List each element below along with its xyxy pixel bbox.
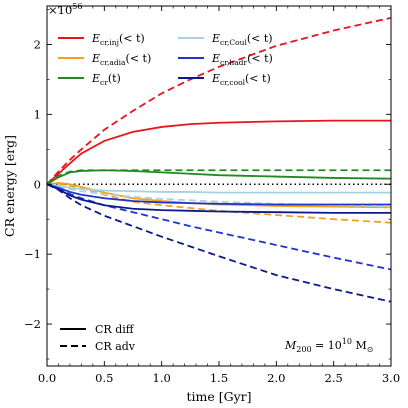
legend-entry-label: Ecr,Coul(< t)	[211, 32, 273, 47]
series-line-coul_adv	[46, 183, 392, 208]
style-legend-label: CR adv	[95, 340, 136, 353]
legend-entry-label: Ecr,adia(< t)	[91, 52, 151, 67]
style-legend: CR diff CR adv	[60, 323, 136, 353]
mass-annotation: M200 = 1010 M⊙	[284, 337, 373, 354]
series-line-coul_diff	[46, 183, 391, 194]
y-tick-label: 1	[34, 107, 41, 121]
y-offset-base: ×10	[48, 3, 72, 17]
series-line-cool_adv	[46, 183, 392, 303]
legend-entry-label: Ecr,cool(< t)	[211, 72, 271, 87]
series-line-inj_diff	[46, 119, 391, 185]
y-tick-label: 0	[34, 177, 41, 191]
ticks-layer: 0.0 0.5 1.0 1.5 2.0 2.5 3.0 −2 −1 0 1 2	[24, 6, 400, 385]
x-axis-label: time [Gyr]	[186, 389, 251, 404]
x-tick-label: 0.0	[38, 371, 56, 385]
legend-entry-label: Ecr(t)	[91, 72, 121, 87]
series-layer	[46, 17, 392, 303]
y-tick-label: −2	[24, 317, 41, 331]
x-tick-label: 2.0	[267, 371, 285, 385]
series-line-cr_diff	[46, 169, 392, 186]
y-offset-label: ×1056	[48, 2, 82, 17]
x-tick-label: 1.5	[210, 371, 228, 385]
x-tick-label: 2.5	[325, 371, 343, 385]
y-tick-label: 2	[34, 37, 41, 51]
style-legend-label: CR diff	[95, 323, 135, 336]
series-line-hadr_adv	[46, 183, 392, 271]
series-line-inj_adv	[46, 17, 392, 185]
series-line-cr_adv	[46, 169, 391, 185]
y-tick-label: −1	[24, 247, 41, 261]
series-line-cool_diff	[46, 183, 391, 214]
x-tick-label: 3.0	[382, 371, 400, 385]
legend-entry-label: Ecr,inj(< t)	[91, 32, 145, 47]
series-line-adia_adv	[46, 182, 392, 224]
series-line-hadr_diff	[46, 183, 391, 206]
y-axis-label: CR energy [erg]	[2, 135, 17, 237]
series-line-adia_diff	[46, 181, 392, 209]
legend: Ecr,inj(< t) Ecr,adia(< t) Ecr(t) Ecr,Coul(…	[58, 32, 273, 87]
x-tick-label: 0.5	[95, 371, 113, 385]
legend-entry-label: Ecr,hadr(< t)	[211, 52, 273, 67]
x-tick-label: 1.0	[153, 371, 171, 385]
